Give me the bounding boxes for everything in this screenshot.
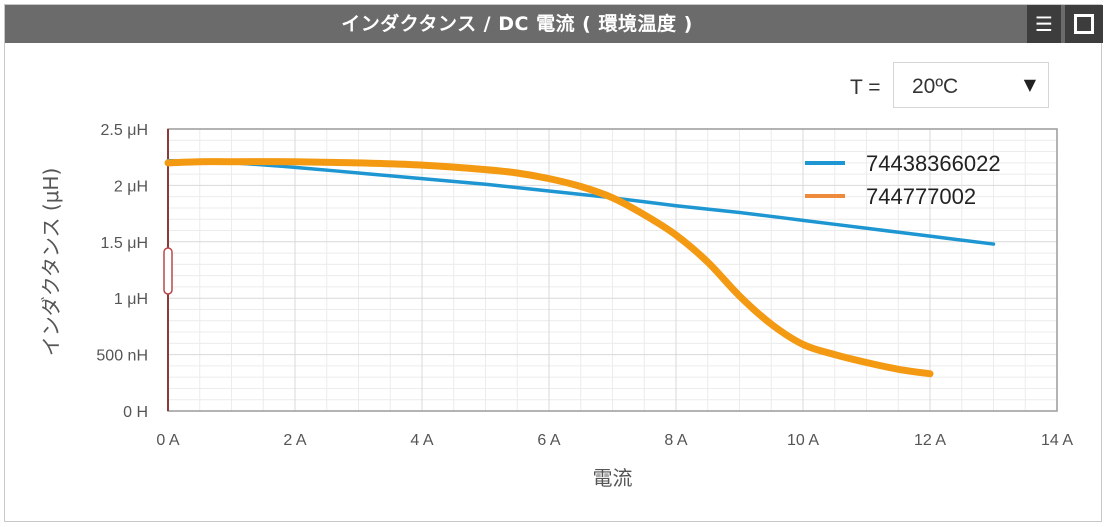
- x-tick-label: 6 A: [537, 432, 560, 449]
- maximize-button[interactable]: [1065, 5, 1103, 43]
- y-axis-title: インダクタンス (μH): [39, 168, 63, 357]
- x-tick-label: 0 A: [156, 432, 179, 449]
- axes: [163, 128, 1058, 412]
- x-tick-label: 4 A: [410, 432, 433, 449]
- minor-grid: [168, 129, 1057, 411]
- x-tick-label: 10 A: [787, 432, 819, 449]
- dropdown-arrow-icon: ▼: [1023, 75, 1036, 94]
- maximize-icon: [1074, 14, 1094, 34]
- x-tick-label: 14 A: [1041, 432, 1073, 449]
- x-tick-label: 2 A: [283, 432, 306, 449]
- range-slider-handle[interactable]: [163, 247, 173, 295]
- title-bar: インダクタンス / DC 電流 ( 環境温度 ) ☰: [5, 5, 1103, 43]
- temperature-select[interactable]: 20ºC ▼: [893, 62, 1049, 108]
- legend-entry-label[interactable]: 74438366022: [866, 151, 1001, 176]
- x-tick-label: 12 A: [914, 432, 946, 449]
- series-line-2[interactable]: [164, 158, 934, 378]
- y-tick-label: 2 μH: [114, 178, 148, 195]
- legend: 74438366022 744777002: [805, 151, 1001, 209]
- chart-title: インダクタンス / DC 電流 ( 環境温度 ): [341, 13, 693, 35]
- series-layer: [164, 158, 996, 378]
- menu-button[interactable]: ☰: [1027, 5, 1061, 43]
- x-tick-label: 8 A: [664, 432, 687, 449]
- y-tick-label: 1.5 μH: [101, 235, 148, 252]
- y-tick-label: 500 nH: [96, 348, 148, 365]
- legend-entry-label[interactable]: 744777002: [866, 184, 976, 209]
- temperature-value: 20ºC: [912, 75, 959, 98]
- series-line-1[interactable]: [166, 158, 996, 246]
- x-axis-title: 電流: [593, 466, 633, 490]
- tick-labels: 0 A 2 A 4 A 6 A 8 A 10 A 12 A 14 A 0 H 500 nH 1 μH…: [96, 122, 1073, 449]
- temperature-label: T =: [850, 76, 881, 99]
- y-tick-label: 2.5 μH: [101, 122, 148, 139]
- hamburger-menu-icon: ☰: [1035, 12, 1053, 36]
- y-tick-label: 0 H: [123, 404, 148, 421]
- y-tick-label: 1 μH: [114, 291, 148, 308]
